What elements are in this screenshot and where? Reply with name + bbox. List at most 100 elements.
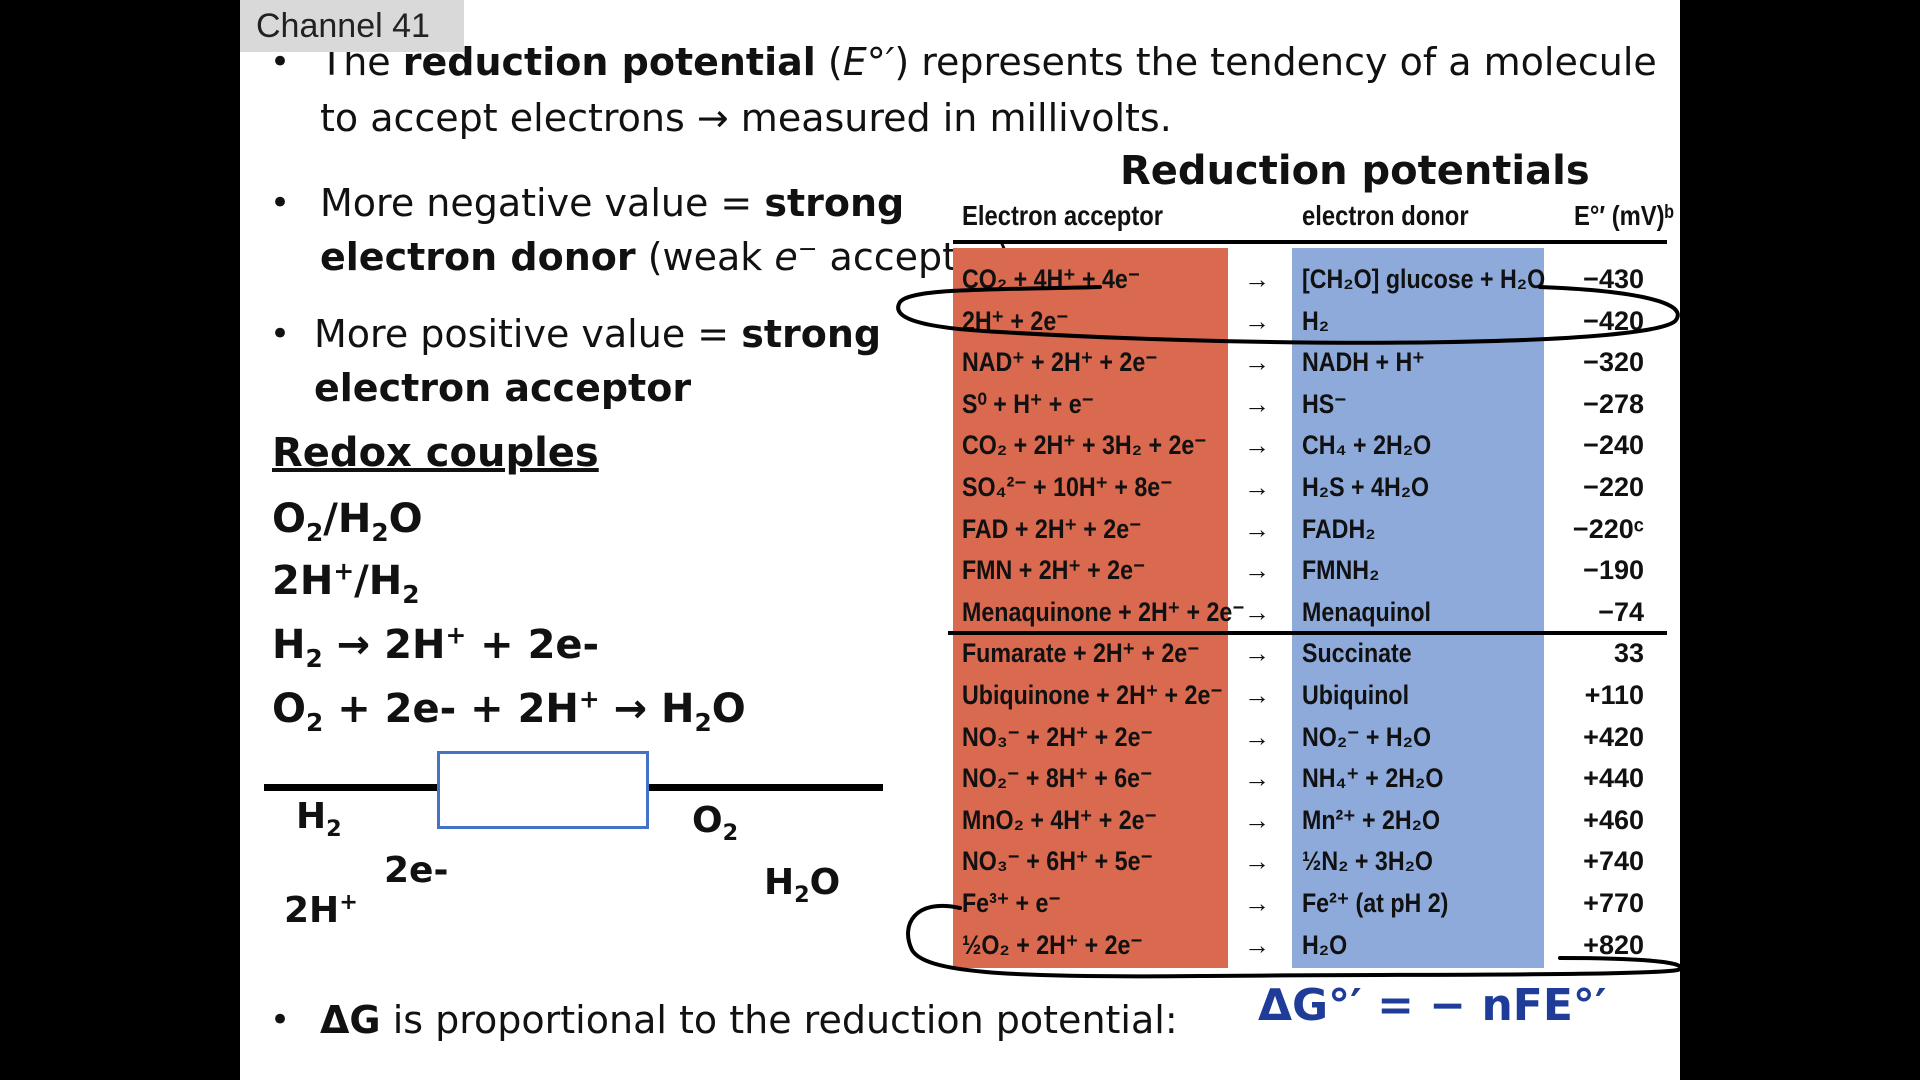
redox-sup: + (333, 556, 355, 586)
bullet-negative-value-line-2: electron donor (weak e− acceptor) (320, 229, 1011, 285)
reaction-arrow-icon: → (1244, 638, 1270, 669)
donor-cell: H₂ (1302, 305, 1330, 336)
acceptor-cell: Menaquinone + 2H⁺ + 2e⁻ (962, 596, 1245, 627)
donor-cell: HS⁻ (1302, 388, 1347, 419)
redox-sup: + (578, 684, 600, 714)
acceptor-cell: NO₃⁻ + 2H⁺ + 2e⁻ (962, 721, 1153, 752)
table-divider-rule (948, 631, 1667, 635)
diag-sup: + (339, 889, 358, 915)
header-potential: E°′ (mV)ᵇ (1574, 200, 1674, 231)
bullet-dot: • (270, 314, 291, 354)
acceptor-cell: CO₂ + 4H⁺ + 4e⁻ (962, 264, 1141, 294)
bullet-electron-symbol: e (774, 235, 798, 279)
donor-cell: Mn²⁺ + 2H₂O (1302, 804, 1441, 835)
potential-cell: −278 (1583, 388, 1644, 419)
diagram-wire-left (264, 784, 440, 791)
acceptor-cell: SO₄²⁻ + 10H⁺ + 8e⁻ (962, 472, 1173, 502)
diagram-label-h2: H2 (296, 796, 342, 840)
acceptor-cell: NO₃⁻ + 6H⁺ + 5e⁻ (962, 846, 1153, 877)
potential-cell: +770 (1583, 888, 1644, 918)
reaction-arrow-icon: → (1244, 513, 1270, 544)
bullet-text: is proportional to the reduction potenti… (380, 998, 1178, 1042)
acceptor-cell: NO₂⁻ + 8H⁺ + 6e⁻ (962, 763, 1153, 794)
reaction-arrow-icon: → (1244, 430, 1270, 461)
acceptor-cell: S⁰ + H⁺ + e⁻ (962, 388, 1094, 419)
table-header-rule (953, 240, 1667, 244)
redox-text: /H (354, 558, 403, 604)
diag-text: H (296, 796, 327, 837)
donor-cell: Fe²⁺ (at pH 2) (1302, 888, 1449, 918)
diagram-label-2e: 2e- (384, 850, 449, 891)
donor-cell: FMNH₂ (1302, 555, 1380, 586)
potential-cell: −240 (1583, 430, 1644, 461)
potential-cell: 33 (1613, 638, 1644, 669)
diagram-box (437, 751, 649, 829)
redox-line-2h-h2: 2H+/H2 (272, 556, 419, 607)
reaction-arrow-icon: → (1244, 680, 1270, 710)
redox-text: → H (599, 686, 695, 732)
redox-sub: 2 (306, 708, 324, 737)
donor-cell: H₂S + 4H₂O (1302, 472, 1430, 502)
donor-cell: [CH₂O] glucose + H₂O (1302, 264, 1546, 294)
donor-cell: Menaquinol (1302, 596, 1431, 627)
reaction-arrow-icon: → (1244, 846, 1270, 877)
bullet-bold-term: strong (764, 181, 905, 225)
potential-cell: +460 (1583, 804, 1644, 835)
redox-text: H (272, 622, 306, 668)
reaction-arrow-icon: → (1244, 347, 1270, 378)
bullet-symbol: E°′ (842, 40, 895, 84)
redox-text: 2H (272, 558, 334, 604)
diagram-label-o2: O2 (692, 800, 738, 844)
donor-cell: H₂O (1302, 929, 1348, 960)
reaction-arrow-icon: → (1244, 264, 1270, 294)
acceptor-cell: Ubiquinone + 2H⁺ + 2e⁻ (962, 680, 1223, 710)
reaction-arrow-icon: → (1244, 804, 1270, 835)
diagram-wire-right (647, 784, 883, 791)
potential-cell: +820 (1583, 929, 1644, 960)
redox-sub: 2 (306, 518, 324, 547)
potential-cell: −320 (1583, 347, 1644, 378)
potential-cell: −220ᶜ (1572, 513, 1644, 544)
reaction-arrow-icon: → (1244, 721, 1270, 752)
potential-cell: −220 (1583, 472, 1644, 502)
redox-sub: 2 (305, 644, 323, 673)
redox-sub: 2 (402, 580, 420, 609)
redox-line-o2-h2o: O2/H2O (272, 496, 423, 545)
diag-text: O (692, 800, 723, 841)
reaction-arrow-icon: → (1244, 555, 1270, 586)
potential-cell: +110 (1584, 680, 1644, 710)
diag-sub: 2 (326, 816, 342, 843)
donor-cell: CH₄ + 2H₂O (1302, 430, 1432, 461)
redox-text: + 2e- + 2H (323, 686, 579, 732)
potential-cell: −420 (1583, 305, 1644, 336)
redox-sup: + (445, 620, 467, 650)
bullet-line-2: to accept electrons → measured in milliv… (320, 96, 1172, 140)
bullet-bold-term: electron donor (320, 235, 636, 279)
diag-sub: 2 (794, 882, 810, 909)
bullet-positive-value-line-2: electron acceptor (314, 366, 692, 410)
acceptor-cell: 2H⁺ + 2e⁻ (962, 305, 1069, 336)
redox-text: → 2H (322, 622, 446, 668)
channel-badge: Channel 41 (240, 0, 464, 52)
bullet-bold-term: strong (741, 312, 882, 356)
acceptor-cell: Fumarate + 2H⁺ + 2e⁻ (962, 638, 1200, 669)
bullet-positive-value: • More positive value = strong (270, 306, 882, 362)
potential-cell: −74 (1598, 596, 1644, 627)
bullet-bold-term: reduction potential (402, 40, 816, 84)
potential-cell: +420 (1583, 721, 1644, 752)
bullet-reduction-potential: • The reduction potential (E°′) represen… (270, 34, 1657, 90)
bullet-text: More negative value = (320, 181, 765, 225)
redox-text: O (272, 686, 307, 732)
bullet-dot: • (270, 42, 291, 82)
header-electron-donor: electron donor (1302, 200, 1469, 231)
header-electron-acceptor: Electron acceptor (962, 200, 1164, 231)
donor-cell: FADH₂ (1302, 513, 1376, 544)
reaction-arrow-icon: → (1244, 305, 1270, 336)
acceptor-cell: NAD⁺ + 2H⁺ + 2e⁻ (962, 347, 1158, 378)
donor-cell: NADH + H⁺ (1302, 347, 1425, 378)
bullet-text: ) represents the tendency of a molecule (894, 40, 1657, 84)
potential-cell: −190 (1583, 555, 1644, 586)
diag-sub: 2 (722, 820, 739, 847)
bullet-negative-value: • More negative value = strong (270, 175, 905, 231)
redox-text: + 2e- (466, 622, 600, 668)
